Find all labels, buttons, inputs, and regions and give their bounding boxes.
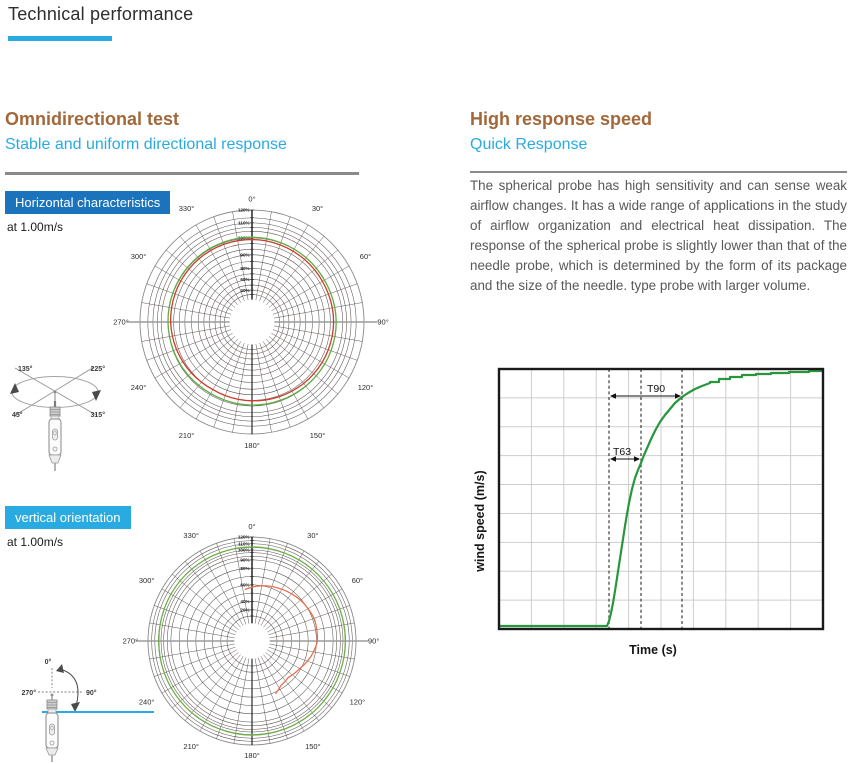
svg-text:120%: 120% [238,208,250,213]
svg-text:80%: 80% [240,566,249,571]
rotation-arc [59,668,79,707]
svg-text:30°: 30° [307,531,318,540]
svg-text:40%: 40% [240,288,249,293]
vertical-orientation-label: vertical orientation [5,506,131,529]
probe-body [48,390,62,471]
svg-text:100%: 100% [238,548,250,553]
svg-text:0°: 0° [248,194,255,203]
svg-text:210°: 210° [183,742,199,751]
probe-body [45,693,59,762]
horizontal-condition: at 1.00m/s [7,220,64,234]
svg-text:wind speed (m/s): wind speed (m/s) [473,470,487,572]
svg-text:210°: 210° [179,431,195,440]
right-section-heading: High response speed [470,109,653,129]
page-title: Technical performance [8,4,194,24]
angle-label: 90° [86,689,97,697]
horizontal-characteristics-label: Horizontal characteristics [5,191,171,214]
svg-text:90°: 90° [377,318,388,327]
svg-text:110%: 110% [238,541,250,546]
svg-text:60°: 60° [352,576,363,585]
angle-label: 270° [22,689,37,697]
svg-text:60°: 60° [360,252,371,261]
svg-text:240°: 240° [139,697,155,706]
svg-text:40%: 40% [240,599,249,604]
horizontal-polar-chart: 120%110%100%90%80%60%40%0°30°60°90°120°1… [113,194,389,450]
probe-vertical-illustration: 0° 270° 90° [22,658,154,762]
angle-label: 315° [91,411,106,419]
svg-text:150°: 150° [305,742,321,751]
svg-text:110%: 110% [238,221,250,226]
angle-label: 135° [18,365,33,373]
title-underline [8,36,112,41]
response-time-chart: T63 T90 Time (s) wind speed (m/s) [473,367,825,657]
vertical-condition: at 1.00m/s [7,535,64,549]
svg-text:180°: 180° [244,751,260,760]
svg-text:Time (s): Time (s) [629,643,677,657]
svg-text:0°: 0° [248,522,255,531]
svg-text:90°: 90° [368,637,379,646]
rotation-arrow-icon [71,702,80,712]
svg-text:90%: 90% [240,558,249,563]
svg-text:60%: 60% [240,277,249,282]
angle-label: 225° [91,365,106,373]
svg-text:120%: 120% [238,535,250,540]
svg-text:330°: 330° [183,531,199,540]
svg-text:60%: 60% [240,583,249,588]
left-divider [5,172,359,175]
svg-text:270°: 270° [113,318,129,327]
svg-text:20%: 20% [240,608,249,613]
svg-text:270°: 270° [123,637,139,646]
svg-text:120°: 120° [350,697,366,706]
svg-text:300°: 300° [131,252,147,261]
svg-text:120°: 120° [358,383,374,392]
description-paragraph: The spherical probe has high sensitivity… [470,178,847,293]
svg-text:90%: 90% [240,253,249,258]
angle-label: 45° [12,411,23,419]
svg-text:80%: 80% [240,266,249,271]
svg-text:240°: 240° [131,383,147,392]
left-section-subheading: Stable and uniform directional response [5,136,287,153]
left-section-heading: Omnidirectional test [5,109,180,129]
rotation-arrow-icon [92,390,101,401]
svg-text:T63: T63 [613,446,631,458]
angle-label: 0° [45,658,52,666]
right-divider [470,171,847,173]
right-section-subheading: Quick Response [470,136,588,153]
probe-horizontal-illustration: 135° 225° 45° 315° [10,365,106,471]
svg-text:300°: 300° [139,576,155,585]
vertical-polar-chart: 120%110% 100% 90% 80% 60% 40% 20% 0° 30° 60° 90° 12… [123,522,380,760]
svg-text:180°: 180° [244,441,260,450]
svg-text:330°: 330° [179,204,195,213]
svg-text:150°: 150° [310,431,326,440]
svg-text:T90: T90 [647,383,665,395]
rotation-arrow-icon [56,664,64,673]
svg-text:30°: 30° [312,204,323,213]
rotation-arrow-icon [10,383,19,394]
